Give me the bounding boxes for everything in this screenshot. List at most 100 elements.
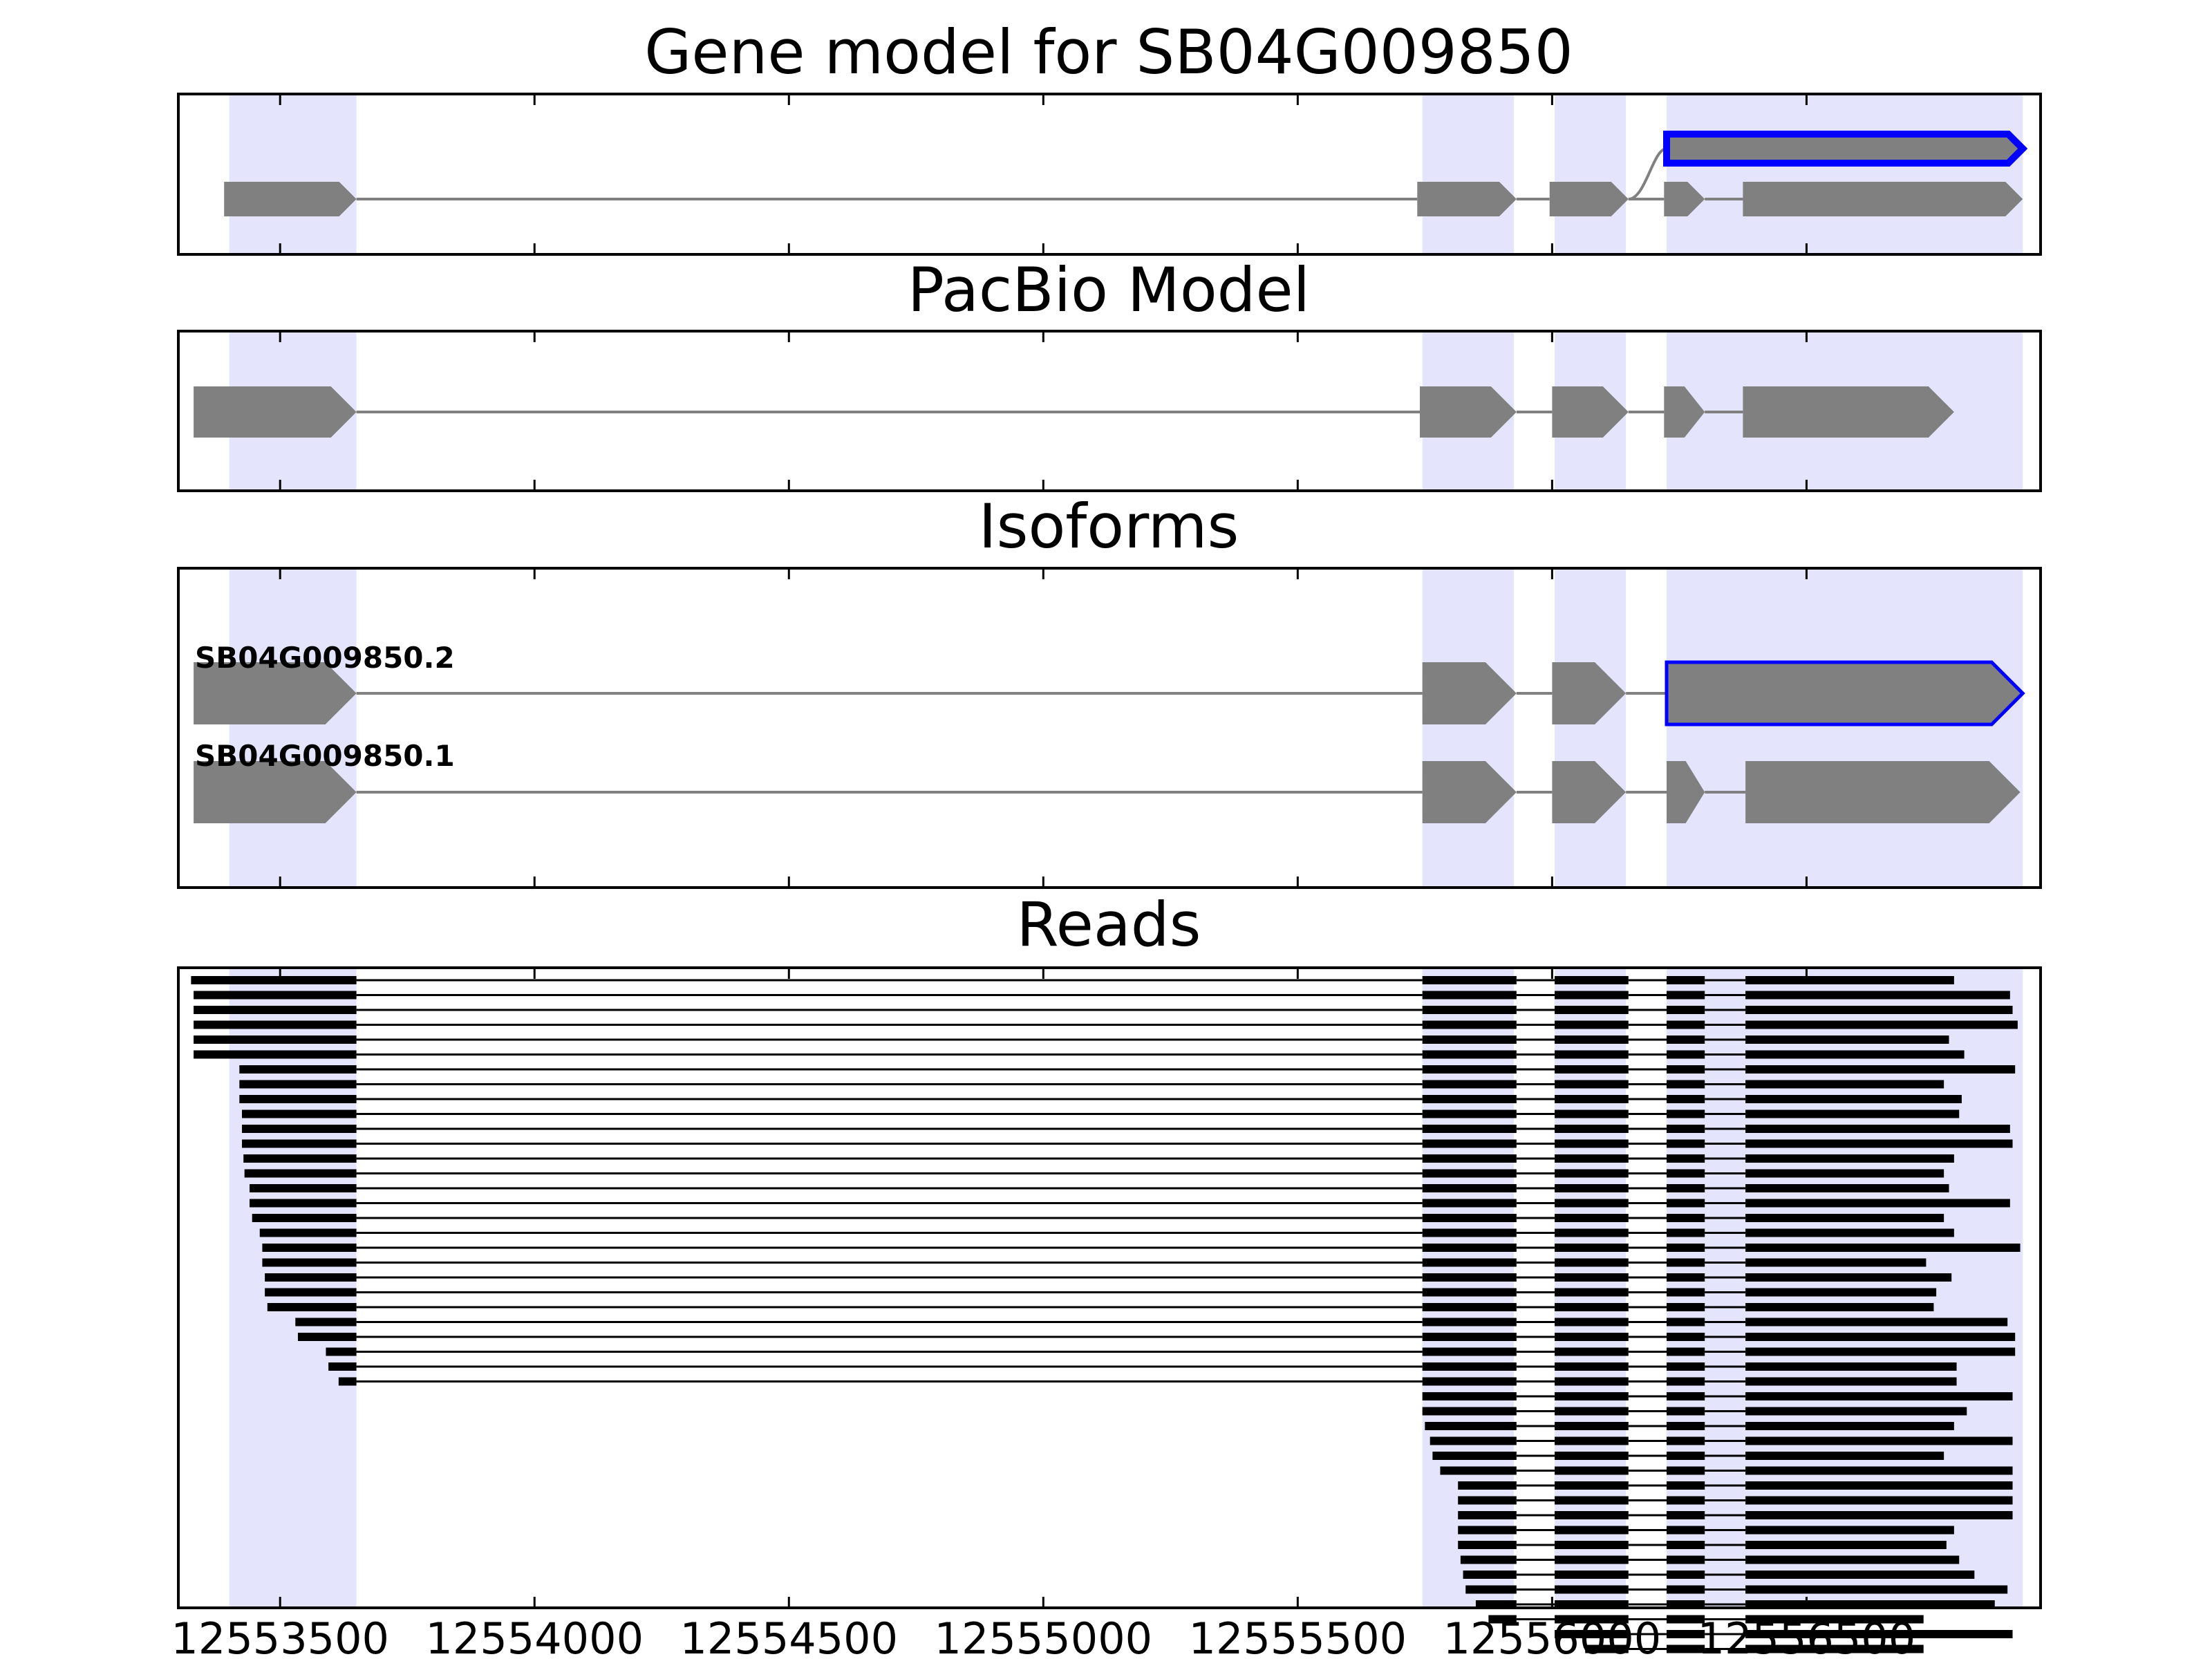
read-block <box>1745 1258 1927 1267</box>
read-block <box>1488 1615 1517 1624</box>
gene-model-title: Gene model for SB04G009850 <box>644 17 1573 88</box>
x-tick-label: 12554000 <box>425 1613 644 1659</box>
exon-4 <box>1664 182 1705 216</box>
read-block <box>1666 1407 1705 1416</box>
read-block <box>1555 1303 1629 1311</box>
read-block <box>1422 1139 1517 1148</box>
read-block <box>1745 1050 1965 1059</box>
read-block <box>265 1288 357 1297</box>
read-block <box>1666 1422 1705 1430</box>
read-block <box>1745 1125 2010 1133</box>
read-block <box>1422 1288 1517 1297</box>
read-block <box>1555 1555 1629 1564</box>
read-24 <box>295 1318 2008 1327</box>
read-block <box>1422 1333 1517 1341</box>
read-block <box>1745 1333 2016 1341</box>
read-block <box>1745 1436 2013 1445</box>
read-block <box>1555 1452 1629 1460</box>
exon-region-3 <box>1555 94 1627 254</box>
read-block <box>1422 1020 1517 1029</box>
read-block <box>1463 1571 1517 1579</box>
axes-frame <box>177 330 2042 492</box>
pacbio-model-title: PacBio Model <box>908 254 1310 326</box>
read-block <box>1458 1526 1517 1535</box>
read-block <box>1666 1615 1705 1624</box>
read-block <box>1555 1199 1629 1208</box>
read-42 <box>1465 1585 2008 1594</box>
read-block <box>1432 1452 1517 1460</box>
read-block <box>326 1347 357 1356</box>
exon-region-4 <box>1666 568 2023 888</box>
read-15 <box>250 1184 1949 1192</box>
alternative-splice-curve <box>1628 147 1667 200</box>
read-block <box>194 1050 357 1059</box>
read-block <box>1555 1333 1629 1341</box>
read-block <box>1422 1228 1517 1237</box>
read-block <box>1666 1585 1705 1594</box>
exon-region-1 <box>229 568 357 888</box>
read-block <box>1555 1020 1629 1029</box>
read-7 <box>239 1065 2016 1074</box>
read-block <box>1555 1228 1629 1237</box>
read-block <box>262 1258 357 1267</box>
read-block <box>259 1228 357 1237</box>
read-block <box>1422 1244 1517 1252</box>
read-block <box>1666 1228 1705 1237</box>
read-block <box>1745 991 2010 1000</box>
read-block <box>1555 1139 1629 1148</box>
read-block <box>1745 1065 2016 1074</box>
read-block <box>194 991 357 1000</box>
read-block <box>1555 1035 1629 1044</box>
read-block <box>194 1020 357 1029</box>
x-tick-label: 12555000 <box>935 1613 1153 1659</box>
read-block <box>1745 1288 1937 1297</box>
read-22 <box>265 1288 1937 1297</box>
isoform-label-1: SB04G009850.1 <box>195 739 455 773</box>
read-block <box>250 1199 357 1208</box>
axes-frame <box>177 93 2042 256</box>
read-block <box>1745 1615 1924 1624</box>
read-block <box>1745 1526 1954 1535</box>
read-block <box>1422 1199 1517 1208</box>
read-28 <box>338 1377 1957 1386</box>
read-block <box>1666 1452 1705 1460</box>
read-block <box>1460 1555 1517 1564</box>
read-block <box>1666 1199 1705 1208</box>
read-block <box>1422 1006 1517 1014</box>
read-block <box>1422 1125 1517 1133</box>
read-4 <box>194 1020 2018 1029</box>
panel-content <box>194 386 1954 438</box>
read-block <box>1666 1541 1705 1549</box>
read-block <box>1555 1585 1629 1594</box>
read-27 <box>328 1362 1957 1371</box>
read-37 <box>1458 1511 2013 1519</box>
panel-content <box>191 976 2021 1653</box>
read-block <box>1745 1035 1949 1044</box>
axes-frame <box>177 567 2042 889</box>
read-block <box>1745 1466 2013 1475</box>
read-block <box>1666 1006 1705 1014</box>
exon-1 <box>224 182 357 216</box>
read-block <box>1666 1347 1705 1356</box>
read-block <box>265 1273 357 1282</box>
read-block <box>1666 1496 1705 1505</box>
read-block <box>1666 1125 1705 1133</box>
read-block <box>1666 1303 1705 1311</box>
isoforms-panel <box>177 567 2042 889</box>
read-block <box>1745 1095 1962 1103</box>
read-block <box>1666 1362 1705 1371</box>
x-tick-label: 12553500 <box>171 1613 389 1659</box>
read-11 <box>242 1125 2010 1133</box>
read-block <box>1666 1109 1705 1118</box>
read-block <box>295 1318 357 1327</box>
read-block <box>1666 1511 1705 1519</box>
x-tick-label: 12556000 <box>1443 1613 1662 1659</box>
read-block <box>1422 1169 1517 1178</box>
read-1 <box>191 976 1954 984</box>
read-30 <box>1422 1407 1967 1416</box>
read-block <box>191 976 357 984</box>
read-block <box>1555 1466 1629 1475</box>
read-block <box>1555 1125 1629 1133</box>
read-21 <box>265 1273 1952 1282</box>
read-block <box>1555 1244 1629 1252</box>
